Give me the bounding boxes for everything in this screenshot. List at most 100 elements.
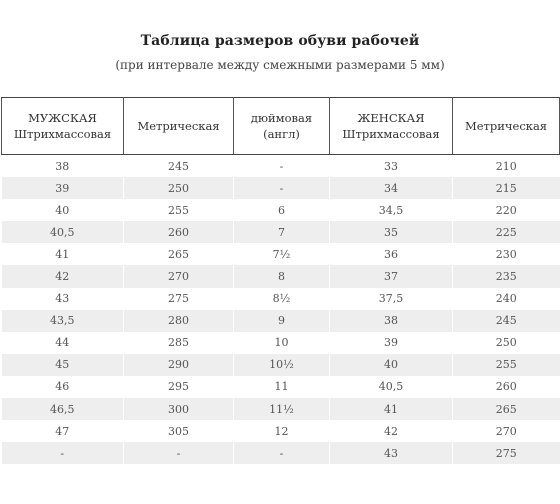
table-cell: 255 bbox=[452, 353, 560, 376]
table-cell: 260 bbox=[452, 375, 560, 399]
table-cell: 41 bbox=[329, 398, 453, 421]
table-cell: 265 bbox=[452, 398, 560, 421]
table-row: 42 270 8 37 235 bbox=[1, 265, 560, 288]
page-subtitle: (при интервале между смежными размерами … bbox=[115, 58, 445, 72]
size-table: МУЖСКАЯ Штрихмассовая Метрическая дюймовая (… bbox=[1, 97, 560, 465]
table-cell: - bbox=[233, 442, 330, 465]
header-inch: дюймовая (англ) bbox=[233, 97, 330, 155]
header-men-metric: Метрическая bbox=[123, 97, 234, 155]
table-cell: 40 bbox=[1, 199, 124, 222]
header-line: (англ) bbox=[263, 127, 300, 141]
table-cell: 7½ bbox=[233, 243, 330, 266]
table-cell: 38 bbox=[1, 154, 124, 178]
table-cell: 40,5 bbox=[1, 221, 124, 244]
table-cell: 46 bbox=[1, 375, 124, 399]
table-cell: 270 bbox=[452, 420, 560, 443]
table-cell: 37,5 bbox=[329, 287, 453, 310]
table-cell: 265 bbox=[123, 243, 234, 266]
table-cell: 11½ bbox=[233, 398, 330, 421]
table-row: 40,5 260 7 35 225 bbox=[1, 221, 560, 244]
table-cell: 43,5 bbox=[1, 309, 124, 332]
table-cell: - bbox=[1, 442, 124, 465]
table-cell: 42 bbox=[329, 420, 453, 443]
table-cell: 250 bbox=[452, 331, 560, 354]
table-row: 46 295 11 40,5 260 bbox=[1, 375, 560, 399]
header-line: Метрическая bbox=[137, 119, 220, 133]
table-row: 47 305 12 42 270 bbox=[1, 420, 560, 443]
table-cell: 8 bbox=[233, 265, 330, 288]
table-cell: 245 bbox=[452, 309, 560, 332]
page-title: Таблица размеров обуви рабочей bbox=[140, 33, 420, 49]
table-cell: 38 bbox=[329, 309, 453, 332]
table-cell: 10½ bbox=[233, 353, 330, 376]
table-cell: 43 bbox=[329, 442, 453, 465]
table-cell: 41 bbox=[1, 243, 124, 266]
table-cell: 40,5 bbox=[329, 375, 453, 399]
table-cell: 220 bbox=[452, 199, 560, 222]
table-row: 46,5 300 11½ 41 265 bbox=[1, 398, 560, 421]
header-line: Штрихмассовая bbox=[342, 127, 440, 141]
table-cell: 33 bbox=[329, 154, 453, 178]
table-cell: 300 bbox=[123, 398, 234, 421]
table-cell: 44 bbox=[1, 331, 124, 354]
table-cell: 7 bbox=[233, 221, 330, 244]
table-row: 39 250-34 215 bbox=[1, 177, 560, 200]
table-cell: 295 bbox=[123, 375, 234, 399]
table-row: 41 265 7½ 36 230 bbox=[1, 243, 560, 266]
table-row: 43,5 280 9 38 245 bbox=[1, 309, 560, 332]
table-cell: 240 bbox=[452, 287, 560, 310]
table-cell: 9 bbox=[233, 309, 330, 332]
table-cell: 35 bbox=[329, 221, 453, 244]
header-line: Метрическая bbox=[464, 119, 548, 133]
table-row: 44 285 10 39 250 bbox=[1, 331, 560, 354]
table-cell: 210 bbox=[452, 154, 560, 178]
table-row: 43 275 8½ 37,5 240 bbox=[1, 287, 560, 310]
table-cell: 39 bbox=[329, 331, 453, 354]
table-cell: 225 bbox=[452, 221, 560, 244]
table-cell: 275 bbox=[123, 287, 234, 310]
header-row: МУЖСКАЯ Штрихмассовая Метрическая дюймовая (… bbox=[1, 97, 560, 155]
table-cell: - bbox=[233, 177, 330, 200]
header-line: МУЖСКАЯ bbox=[28, 111, 97, 125]
table-cell: 6 bbox=[233, 199, 330, 222]
table-cell: 275 bbox=[452, 442, 560, 465]
table-cell: 8½ bbox=[233, 287, 330, 310]
table-cell: 42 bbox=[1, 265, 124, 288]
size-table-body: 38 245-33 210 39 250-34 215 40 255 6 34,5 220 40,5 2… bbox=[1, 154, 560, 465]
table-cell: 36 bbox=[329, 243, 453, 266]
table-cell: 46,5 bbox=[1, 398, 124, 421]
table-cell: 12 bbox=[233, 420, 330, 443]
table-cell: 40 bbox=[329, 353, 453, 376]
table-cell: 245 bbox=[123, 154, 234, 178]
table-cell: 235 bbox=[452, 265, 560, 288]
header-line: дюймовая bbox=[250, 111, 313, 125]
table-cell: 34 bbox=[329, 177, 453, 200]
table-cell: 45 bbox=[1, 353, 124, 376]
table-cell: 215 bbox=[452, 177, 560, 200]
table-cell: - bbox=[123, 442, 234, 465]
table-cell: 39 bbox=[1, 177, 124, 200]
table-cell: 290 bbox=[123, 353, 234, 376]
table-cell: 280 bbox=[123, 309, 234, 332]
table-cell: 285 bbox=[123, 331, 234, 354]
table-row: 45 290 10½ 40 255 bbox=[1, 353, 560, 376]
table-cell: 230 bbox=[452, 243, 560, 266]
table-cell: 37 bbox=[329, 265, 453, 288]
table-row: 40 255 6 34,5 220 bbox=[1, 199, 560, 222]
table-cell: 250 bbox=[123, 177, 234, 200]
table-cell: 43 bbox=[1, 287, 124, 310]
table-cell: 10 bbox=[233, 331, 330, 354]
table-cell: 260 bbox=[123, 221, 234, 244]
header-line: Штрихмассовая bbox=[13, 127, 112, 141]
header-line: ЖЕНСКАЯ bbox=[357, 111, 425, 125]
header-women-shtrih: ЖЕНСКАЯ Штрихмассовая bbox=[329, 97, 453, 155]
header-men-shtrih: МУЖСКАЯ Штрихмассовая bbox=[1, 97, 124, 155]
table-row: - - -43 275 bbox=[1, 442, 560, 465]
header-women-metric: Метрическая bbox=[452, 97, 560, 155]
table-cell: 255 bbox=[123, 199, 234, 222]
table-cell: 305 bbox=[123, 420, 234, 443]
size-table-header: МУЖСКАЯ Штрихмассовая Метрическая дюймовая (… bbox=[1, 97, 560, 155]
table-cell: 11 bbox=[233, 375, 330, 399]
table-cell: 270 bbox=[123, 265, 234, 288]
